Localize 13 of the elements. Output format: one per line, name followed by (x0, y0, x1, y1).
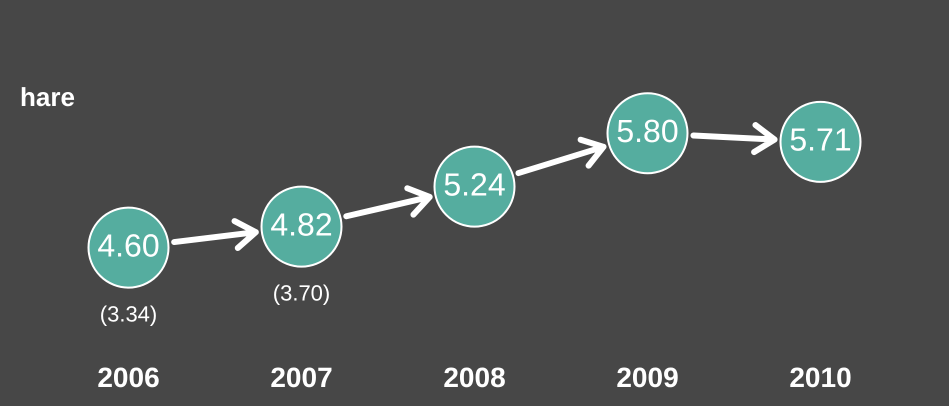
text: (3.70) (272, 280, 330, 306)
data-label: 4.82 (270, 206, 333, 242)
x-tick-label: 2010 (789, 362, 852, 393)
text: (3.34) (100, 302, 158, 327)
x-tick-label: 2006 (97, 362, 160, 393)
x-tick-label: 2007 (270, 362, 333, 393)
x-tick-label: 2009 (616, 362, 679, 393)
chart-title: hare (20, 82, 75, 112)
data-label: 4.60 (97, 227, 160, 264)
x-tick-label: 2008 (443, 362, 506, 393)
data-label: 5.24 (443, 166, 506, 202)
data-label: 5.80 (616, 113, 679, 150)
data-label: 5.71 (789, 122, 852, 158)
